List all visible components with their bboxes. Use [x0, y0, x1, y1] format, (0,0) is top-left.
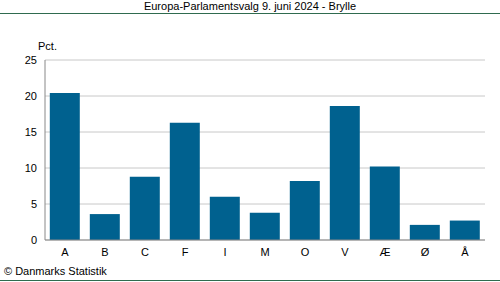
svg-text:V: V — [341, 246, 349, 258]
svg-text:5: 5 — [31, 198, 37, 210]
svg-text:A: A — [61, 246, 69, 258]
svg-text:C: C — [141, 246, 149, 258]
svg-text:Å: Å — [461, 246, 469, 258]
svg-text:Ø: Ø — [421, 246, 430, 258]
svg-text:B: B — [101, 246, 108, 258]
svg-text:10: 10 — [25, 162, 37, 174]
svg-text:I: I — [223, 246, 226, 258]
svg-text:Æ: Æ — [380, 246, 391, 258]
svg-text:M: M — [260, 246, 269, 258]
svg-text:25: 25 — [25, 54, 37, 66]
html-text:© Danmarks Statistik: © Danmarks Statistik — [4, 265, 107, 277]
html-text:Europa-Parlamentsvalg 9. juni: Europa-Parlamentsvalg 9. juni 2024 - Bry… — [143, 0, 357, 12]
svg-text:0: 0 — [31, 234, 37, 246]
svg-text:F: F — [182, 246, 189, 258]
html-text:Pct.: Pct. — [38, 40, 57, 52]
svg-text:O: O — [301, 246, 310, 258]
svg-text:20: 20 — [25, 90, 37, 102]
svg-text:15: 15 — [25, 126, 37, 138]
